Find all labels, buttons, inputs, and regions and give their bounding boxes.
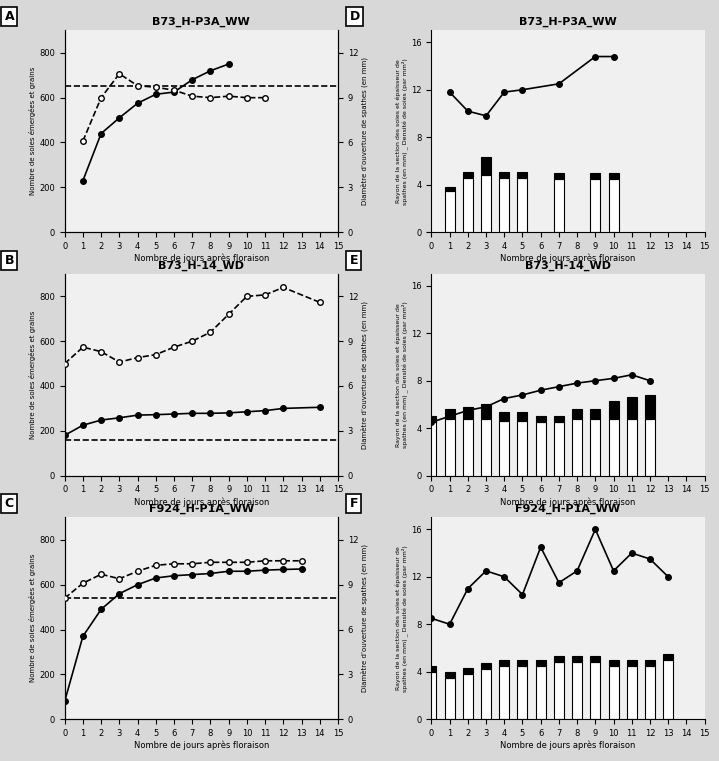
Bar bbox=[590, 179, 600, 232]
Bar bbox=[444, 677, 454, 719]
Title: F924_H-P1A_WW: F924_H-P1A_WW bbox=[149, 504, 254, 514]
Y-axis label: Diamètre d’ouverture de spathes (en mm): Diamètre d’ouverture de spathes (en mm) bbox=[361, 301, 368, 449]
Bar bbox=[627, 419, 637, 476]
Bar bbox=[554, 422, 564, 476]
Bar bbox=[572, 656, 582, 662]
Bar bbox=[463, 177, 473, 232]
Bar bbox=[572, 662, 582, 719]
Bar bbox=[590, 409, 600, 419]
Bar bbox=[444, 409, 454, 419]
Bar bbox=[481, 175, 491, 232]
Bar bbox=[590, 656, 600, 662]
Bar bbox=[481, 158, 491, 175]
Text: B: B bbox=[4, 254, 14, 267]
Bar bbox=[645, 666, 655, 719]
Bar bbox=[627, 666, 637, 719]
X-axis label: Nombre de jours après floraison: Nombre de jours après floraison bbox=[500, 497, 636, 507]
Bar bbox=[444, 419, 454, 476]
Bar bbox=[463, 668, 473, 674]
Title: B73_H-14_WD: B73_H-14_WD bbox=[158, 260, 244, 271]
Y-axis label: Nombre de soies émergées et grains: Nombre de soies émergées et grains bbox=[29, 554, 37, 683]
Text: D: D bbox=[349, 10, 360, 24]
Bar bbox=[481, 419, 491, 476]
Bar bbox=[426, 666, 436, 672]
Bar bbox=[444, 672, 454, 677]
Bar bbox=[608, 173, 618, 179]
Bar bbox=[554, 179, 564, 232]
X-axis label: Nombre de jours après floraison: Nombre de jours après floraison bbox=[500, 740, 636, 750]
Bar bbox=[481, 670, 491, 719]
Bar bbox=[554, 416, 564, 422]
Text: F: F bbox=[349, 498, 358, 511]
Bar bbox=[608, 419, 618, 476]
Bar bbox=[645, 419, 655, 476]
Bar bbox=[444, 190, 454, 232]
Bar bbox=[554, 662, 564, 719]
Bar bbox=[481, 664, 491, 670]
Bar bbox=[572, 409, 582, 419]
Bar bbox=[590, 662, 600, 719]
Bar bbox=[536, 660, 546, 666]
Bar bbox=[499, 660, 509, 666]
Bar bbox=[536, 422, 546, 476]
Text: C: C bbox=[4, 498, 14, 511]
X-axis label: Nombre de jours après floraison: Nombre de jours après floraison bbox=[134, 497, 269, 507]
Bar bbox=[499, 412, 509, 421]
Title: F924_H-P1A_WW: F924_H-P1A_WW bbox=[516, 504, 620, 514]
Bar bbox=[627, 397, 637, 419]
Bar bbox=[608, 666, 618, 719]
Bar bbox=[426, 422, 436, 476]
Bar bbox=[518, 172, 528, 177]
Bar bbox=[663, 660, 673, 719]
X-axis label: Nombre de jours après floraison: Nombre de jours après floraison bbox=[500, 253, 636, 263]
Y-axis label: Nombre de soies émergées et grains: Nombre de soies émergées et grains bbox=[29, 310, 37, 439]
Y-axis label: Diamètre d’ouverture de spathes (en mm): Diamètre d’ouverture de spathes (en mm) bbox=[361, 57, 368, 205]
Bar bbox=[426, 416, 436, 422]
Title: B73_H-P3A_WW: B73_H-P3A_WW bbox=[519, 17, 617, 27]
Title: B73_H-14_WD: B73_H-14_WD bbox=[525, 260, 611, 271]
Bar bbox=[554, 656, 564, 662]
Bar bbox=[536, 666, 546, 719]
Bar bbox=[499, 177, 509, 232]
Bar bbox=[426, 672, 436, 719]
Bar bbox=[463, 419, 473, 476]
Bar bbox=[536, 416, 546, 422]
Bar bbox=[463, 674, 473, 719]
Bar bbox=[518, 177, 528, 232]
Bar bbox=[663, 654, 673, 660]
Bar bbox=[590, 173, 600, 179]
Bar bbox=[499, 172, 509, 177]
Y-axis label: Rayon de la section des soies et épaisseur de
spathes (en mm) _ Densité de soies: Rayon de la section des soies et épaisse… bbox=[395, 301, 408, 448]
Y-axis label: Rayon de la section des soies et épaisseur de
spathes (en mm) _ Densité de soies: Rayon de la section des soies et épaisse… bbox=[395, 545, 408, 692]
X-axis label: Nombre de jours après floraison: Nombre de jours après floraison bbox=[134, 253, 269, 263]
Bar bbox=[627, 660, 637, 666]
Bar bbox=[499, 666, 509, 719]
Bar bbox=[554, 173, 564, 179]
Text: E: E bbox=[349, 254, 358, 267]
Bar bbox=[481, 404, 491, 419]
X-axis label: Nombre de jours après floraison: Nombre de jours après floraison bbox=[134, 740, 269, 750]
Bar bbox=[608, 179, 618, 232]
Text: A: A bbox=[4, 10, 14, 24]
Bar bbox=[518, 421, 528, 476]
Y-axis label: Diamètre d’ouverture de spathes (en mm): Diamètre d’ouverture de spathes (en mm) bbox=[361, 544, 368, 693]
Bar bbox=[444, 187, 454, 190]
Bar bbox=[463, 407, 473, 419]
Bar bbox=[645, 395, 655, 419]
Bar bbox=[608, 401, 618, 419]
Title: B73_H-P3A_WW: B73_H-P3A_WW bbox=[152, 17, 250, 27]
Bar bbox=[518, 412, 528, 421]
Bar bbox=[463, 172, 473, 177]
Bar bbox=[518, 660, 528, 666]
Bar bbox=[590, 419, 600, 476]
Bar bbox=[572, 419, 582, 476]
Y-axis label: Rayon de la section des soies et épaisseur de
spathes (en mm) _ Densité de soies: Rayon de la section des soies et épaisse… bbox=[395, 58, 408, 205]
Y-axis label: Nombre de soies émergées et grains: Nombre de soies émergées et grains bbox=[29, 67, 37, 196]
Bar bbox=[608, 660, 618, 666]
Bar bbox=[499, 421, 509, 476]
Bar bbox=[645, 660, 655, 666]
Bar bbox=[518, 666, 528, 719]
